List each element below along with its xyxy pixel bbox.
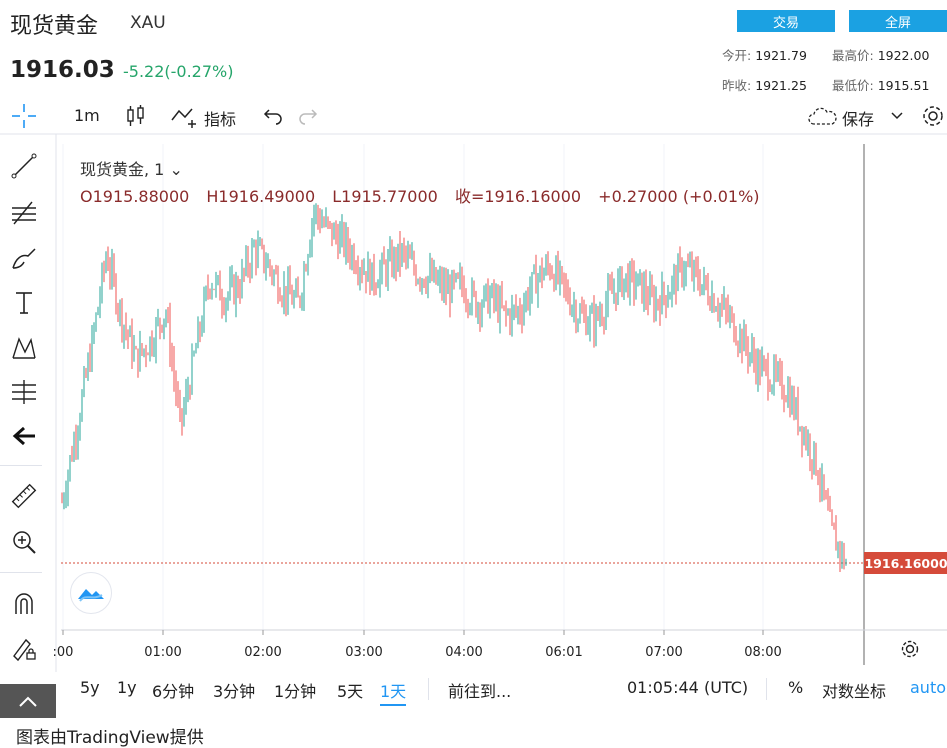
- toolbar-divider: [0, 572, 42, 573]
- chart-toolbar: 1m 指标 保存: [0, 98, 947, 134]
- ohlc-close: 收=1916.16000: [454, 187, 582, 206]
- price-change: -5.22(-0.27%): [123, 62, 234, 81]
- interval-button[interactable]: 1m: [74, 106, 100, 125]
- ohlc-legend: O1915.88000 H1916.49000 L1915.77000 收=19…: [80, 183, 772, 207]
- page-title: 现货黄金: [10, 14, 99, 39]
- axis-settings-gear-icon[interactable]: [901, 640, 919, 658]
- time-axis: :00 01:00 02:00 03:00 04:00 06:01 07:00 08:00: [53, 630, 782, 660]
- ohlc-high: H1916.49000: [206, 187, 316, 206]
- x-tick-label: 06:01: [545, 645, 582, 660]
- auto-scale-toggle[interactable]: auto: [910, 678, 947, 697]
- series-name: 现货黄金, 1: [80, 160, 165, 179]
- series-legend[interactable]: 现货黄金, 1 ⌄: [80, 156, 183, 180]
- percent-toggle[interactable]: %: [788, 678, 804, 697]
- magnet-icon[interactable]: [6, 588, 42, 620]
- drawing-toolbar: [0, 140, 56, 740]
- range-5day[interactable]: 5天: [337, 682, 364, 701]
- range-3min[interactable]: 3分钟: [213, 682, 256, 701]
- cloud-save-icon[interactable]: [806, 106, 840, 128]
- tradingview-logo-icon[interactable]: [70, 572, 112, 614]
- candlestick-series: [61, 203, 847, 572]
- range-1day[interactable]: 1天: [380, 678, 407, 706]
- x-tick-label: 08:00: [744, 645, 781, 660]
- range-5y[interactable]: 5y: [80, 678, 100, 697]
- candle-style-icon[interactable]: [124, 104, 148, 128]
- crosshair-icon[interactable]: [10, 102, 38, 130]
- measure-lines-icon[interactable]: [6, 376, 42, 408]
- x-tick-label: 01:00: [144, 645, 181, 660]
- settings-gear-icon[interactable]: [920, 102, 946, 130]
- divider: [766, 678, 767, 700]
- log-scale-toggle[interactable]: 对数坐标: [822, 682, 887, 701]
- range-1y[interactable]: 1y: [117, 678, 137, 697]
- goto-date-button[interactable]: 前往到...: [448, 682, 512, 701]
- current-price: 1916.03: [10, 57, 115, 83]
- stat-open: 今开: 1921.79: [722, 48, 807, 63]
- ohlc-delta: +0.27000 (+0.01%): [598, 187, 760, 206]
- ohlc-low: L1915.77000: [332, 187, 438, 206]
- x-tick-label: 02:00: [244, 645, 281, 660]
- fib-tool-icon[interactable]: [6, 196, 42, 228]
- chevron-down-icon[interactable]: [890, 110, 904, 122]
- symbol-code: XAU: [130, 13, 166, 33]
- undo-icon[interactable]: [262, 106, 284, 126]
- bottom-toolbar: 5y 1y 6分钟 3分钟 1分钟 5天 1天 前往到... 01:05:44 …: [60, 672, 947, 706]
- redo-icon[interactable]: [297, 106, 319, 126]
- fullscreen-button[interactable]: 全屏: [849, 10, 947, 32]
- zoom-in-icon[interactable]: [6, 526, 42, 558]
- text-tool-icon[interactable]: [6, 286, 42, 318]
- stat-high: 最高价: 1922.00: [832, 48, 930, 63]
- trade-button[interactable]: 交易: [737, 10, 835, 32]
- save-button[interactable]: 保存: [842, 110, 875, 129]
- utc-clock[interactable]: 01:05:44 (UTC): [627, 678, 749, 697]
- divider: [428, 678, 429, 700]
- last-price-tag: 1916.16000: [864, 552, 947, 574]
- chart-grid: [62, 144, 764, 630]
- ohlc-open: O1915.88000: [80, 187, 190, 206]
- x-tick-label: 03:00: [345, 645, 382, 660]
- x-tick-label: 07:00: [645, 645, 682, 660]
- stat-low: 最低价: 1915.51: [832, 78, 930, 93]
- range-6min[interactable]: 6分钟: [152, 682, 195, 701]
- toolbar-divider: [0, 465, 42, 466]
- lock-drawing-icon[interactable]: [6, 632, 42, 664]
- x-tick-label: :00: [53, 645, 74, 660]
- range-1min[interactable]: 1分钟: [274, 682, 317, 701]
- collapse-toolbar-button[interactable]: [0, 684, 56, 718]
- brush-icon[interactable]: [6, 242, 42, 274]
- attribution-text: 图表由TradingView提供: [16, 728, 204, 748]
- ruler-icon[interactable]: [6, 480, 42, 512]
- x-tick-label: 04:00: [445, 645, 482, 660]
- stat-prevclose: 昨收: 1921.25: [722, 78, 807, 93]
- chevron-down-icon[interactable]: ⌄: [169, 160, 183, 179]
- price-chart[interactable]: :00 01:00 02:00 03:00 04:00 06:01 07:00 08:00: [0, 0, 947, 672]
- indicators-button[interactable]: 指标: [204, 110, 237, 129]
- pattern-tool-icon[interactable]: [6, 332, 42, 364]
- back-arrow-icon[interactable]: [6, 420, 42, 452]
- indicators-icon[interactable]: [170, 104, 200, 130]
- trend-line-icon[interactable]: [6, 150, 42, 182]
